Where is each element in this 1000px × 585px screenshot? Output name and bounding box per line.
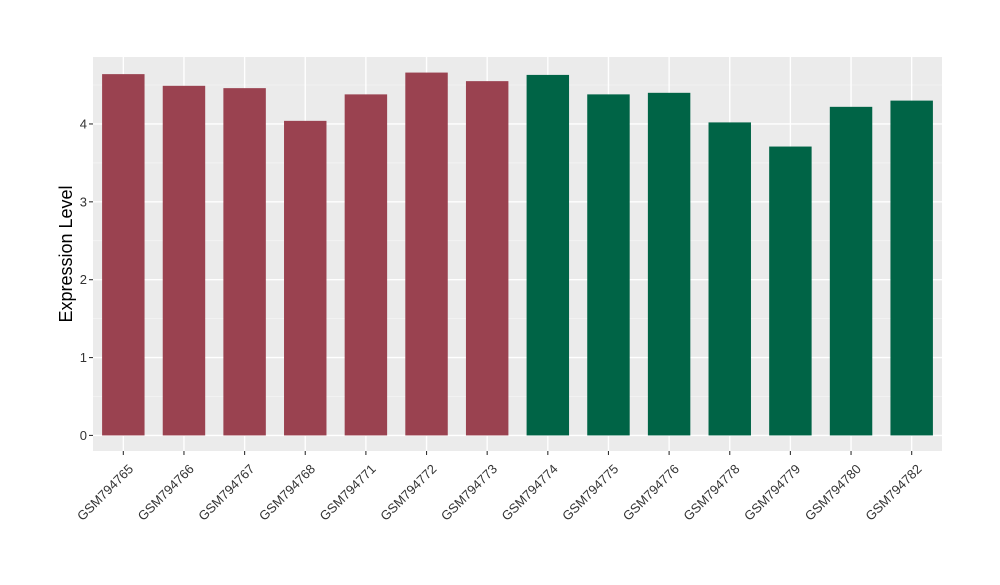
y-tick-label: 1 [80,350,87,365]
bar [344,94,388,436]
x-tick-label: GSM794771 [317,461,379,523]
bar [890,100,933,436]
y-tick-label: 2 [80,272,87,287]
bar [647,92,691,436]
x-tick-label: GSM794776 [620,461,682,523]
y-tick-label: 3 [80,194,87,209]
x-axis: GSM794765GSM794766GSM794767GSM794768GSM7… [74,451,925,524]
x-tick-label: GSM794767 [195,461,257,523]
x-tick-label: GSM794773 [438,461,500,523]
x-tick-label: GSM794774 [499,461,561,523]
bar [708,122,751,436]
x-tick-label: GSM794768 [256,461,318,523]
x-tick-label: GSM794778 [680,461,742,523]
x-tick-label: GSM794766 [135,461,197,523]
bar [223,88,266,436]
bar [526,74,570,436]
x-tick-label: GSM794780 [802,461,864,523]
plot-panel [93,57,942,451]
bars [102,72,933,436]
y-tick-label: 4 [80,116,87,131]
y-tick-label: 0 [80,428,87,443]
y-axis-title: Expression Level [56,185,76,322]
x-tick-label: GSM794779 [741,461,803,523]
bar [162,85,206,436]
bar [829,106,873,436]
bar [102,74,145,436]
x-tick-label: GSM794775 [559,461,621,523]
bar [769,146,812,436]
bar [587,94,630,436]
bar [405,72,448,436]
y-axis: 0 1 2 3 4 [80,116,93,443]
x-tick-label: GSM794782 [862,461,924,523]
bar [284,120,327,436]
bar [465,81,509,436]
x-tick-label: GSM794765 [74,461,136,523]
x-tick-label: GSM794772 [377,461,439,523]
